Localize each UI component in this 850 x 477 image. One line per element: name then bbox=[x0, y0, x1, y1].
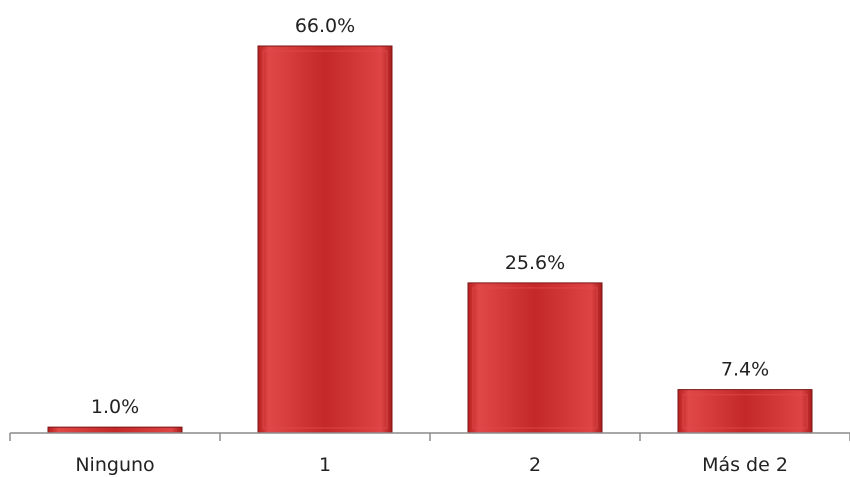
bar-highlight bbox=[262, 50, 388, 429]
bars-group bbox=[47, 45, 813, 434]
category-labels-group: Ninguno 1 2 Más de 2 bbox=[75, 454, 788, 476]
category-label: Ninguno bbox=[75, 454, 154, 476]
category-label: 1 bbox=[319, 454, 331, 476]
bar-1 bbox=[257, 45, 393, 434]
value-label: 7.4% bbox=[721, 359, 769, 381]
value-label: 25.6% bbox=[505, 252, 565, 274]
category-label: Más de 2 bbox=[702, 454, 788, 476]
bar-ninguno bbox=[47, 426, 183, 434]
bar-highlight bbox=[472, 287, 598, 429]
bar-2 bbox=[467, 282, 603, 434]
bar-highlight bbox=[682, 393, 808, 429]
value-label: 66.0% bbox=[295, 15, 355, 37]
x-axis-ticks bbox=[9, 433, 850, 441]
value-labels-group: 1.0% 66.0% 25.6% 7.4% bbox=[91, 15, 769, 418]
category-label: 2 bbox=[529, 454, 541, 476]
bar-m-s-de-2 bbox=[677, 389, 813, 434]
value-label: 1.0% bbox=[91, 396, 139, 418]
